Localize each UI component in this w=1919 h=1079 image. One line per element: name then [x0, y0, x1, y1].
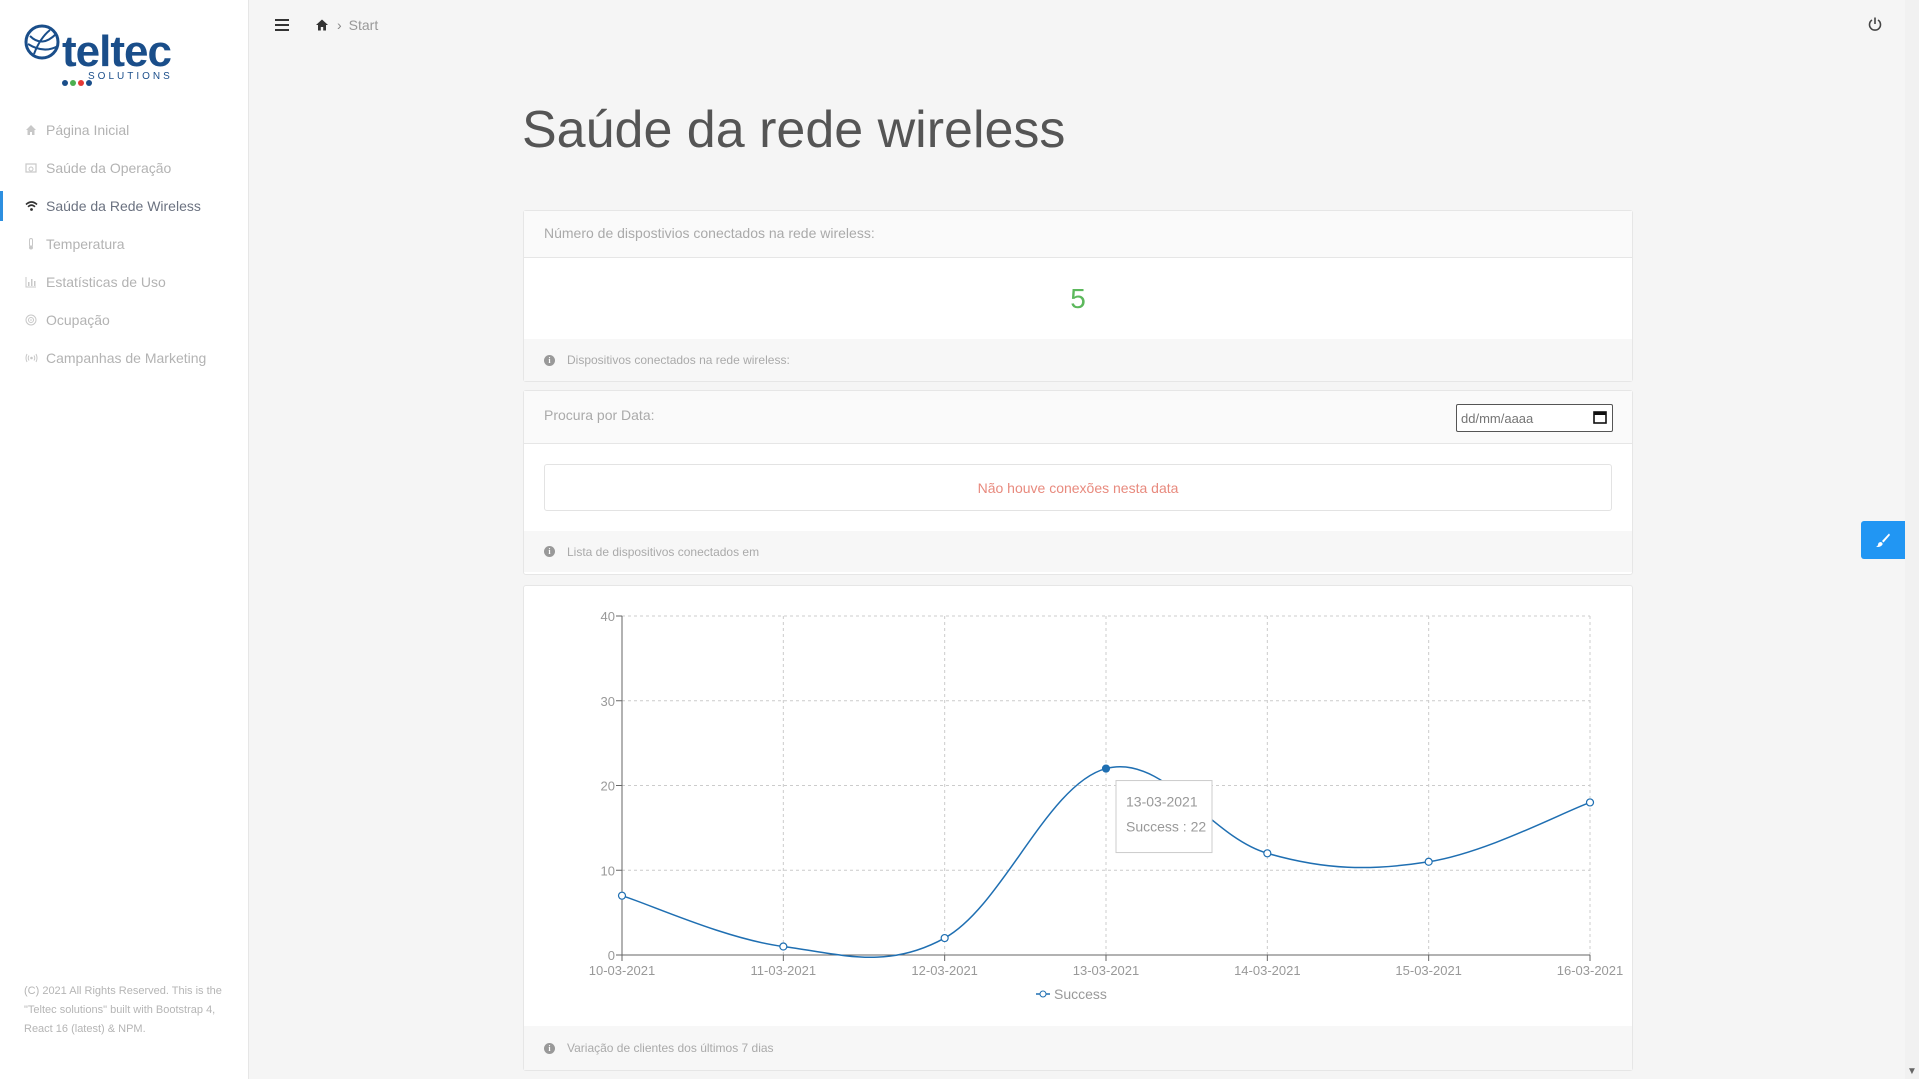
chart-area: 0 10 20 30 40 10-03-2021 11-03-2021 12-03-2021 1… [524, 586, 1632, 1026]
legend-marker [1039, 990, 1047, 998]
search-card-footer-text: Lista de dispositivos conectados em [567, 544, 760, 559]
broadcast-icon [24, 351, 38, 365]
x-tick-label: 16-03-2021 [1557, 963, 1624, 978]
info-icon: i [544, 354, 555, 366]
no-connections-alert: Não houve conexões nesta data [544, 464, 1612, 511]
sidebar-item-label: Saúde da Operação [46, 160, 172, 176]
data-point [1263, 849, 1272, 858]
info-icon: i [544, 546, 555, 557]
y-tick-label: 40 [601, 609, 615, 624]
sidebar-item-saude-rede-wireless[interactable]: Saúde da Rede Wireless [0, 187, 249, 225]
clients-line-chart: 0 10 20 30 40 10-03-2021 11-03-2021 12-03-2021 1… [589, 609, 1624, 1002]
info-icon: i [544, 1042, 555, 1054]
sidebar-item-ocupacao[interactable]: Ocupação [0, 301, 249, 339]
search-card-title: Procura por Data: [544, 407, 655, 423]
sidebar-item-label: Campanhas de Marketing [46, 350, 207, 366]
chart-tooltip [1115, 780, 1213, 854]
globe-icon [24, 24, 60, 60]
sidebar-item-label: Saúde da Rede Wireless [46, 198, 201, 214]
x-tick-label: 14-03-2021 [1234, 963, 1301, 978]
data-point [1585, 798, 1595, 807]
data-point [1101, 764, 1111, 773]
devices-card-header: Número de dispostivios conectados na red… [524, 211, 1632, 258]
x-tick-label: 11-03-2021 [751, 963, 817, 978]
dashboard-icon [24, 161, 38, 175]
page-title: Saúde da rede wireless [522, 101, 1066, 159]
search-card-footer: i Lista de dispositivos conectados em [524, 531, 1632, 572]
logo-text: teltec [62, 27, 172, 76]
search-card-header: Procura por Data: [524, 391, 1632, 444]
teltec-logo[interactable]: teltec SOLUTIONS [24, 24, 184, 86]
sidebar-item-saude-operacao[interactable]: Saúde da Operação [0, 149, 249, 187]
search-by-date-card: Procura por Data: Não houve conexões nes… [523, 390, 1633, 575]
sidebar-item-estatisticas-uso[interactable]: Estatísticas de Uso [0, 263, 249, 301]
sidebar-item-campanhas-marketing[interactable]: Campanhas de Marketing [0, 339, 249, 377]
scroll-down-icon[interactable]: ▼ [1907, 1066, 1917, 1077]
data-point [940, 933, 949, 943]
x-tick-label: 10-03-2021 [589, 963, 656, 978]
sidebar-item-label: Ocupação [46, 312, 110, 328]
devices-card-footer-text: Dispositivos conectados na rede wireless… [567, 353, 790, 367]
logo-dots [62, 73, 94, 91]
calendar-icon[interactable] [1593, 410, 1607, 424]
tooltip-date: 13-03-2021 [1126, 794, 1198, 810]
bar-chart-icon [24, 275, 38, 289]
clients-chart-card: 0 10 20 30 40 10-03-2021 11-03-2021 12-03-2021 1… [523, 585, 1633, 1071]
tooltip-value: Success : 22 [1126, 819, 1206, 835]
sidebar-nav: Página Inicial Saúde da Operação Saúde d… [0, 111, 249, 377]
sidebar-item-label: Página Inicial [46, 122, 130, 138]
sidebar-footer: (C) 2021 All Rights Reserved. This is th… [24, 985, 222, 1035]
y-tick-label: 20 [601, 779, 615, 794]
sidebar-item-label: Temperatura [46, 236, 125, 252]
y-tick-label: 0 [608, 948, 615, 963]
home-icon[interactable] [315, 18, 329, 32]
x-tick-label: 12-03-2021 [911, 963, 978, 978]
theme-customizer-button[interactable] [1861, 521, 1905, 559]
devices-count-card: Número de dispostivios conectados na red… [523, 210, 1633, 382]
devices-count-value: 5 [1070, 282, 1086, 314]
y-tick-label: 10 [601, 863, 615, 878]
sidebar: teltec SOLUTIONS Página Inicial Saúde da… [0, 0, 249, 1079]
devices-card-footer: i Dispositivos conectados na rede wirele… [524, 339, 1632, 381]
breadcrumb-separator: › [337, 17, 342, 33]
chart-card-footer: i Variação de clientes dos últimos 7 dia… [524, 1026, 1632, 1070]
target-icon [24, 313, 38, 327]
sidebar-item-label: Estatísticas de Uso [46, 274, 166, 290]
data-point [617, 891, 627, 900]
logo-subtitle: SOLUTIONS [88, 71, 173, 82]
data-point [779, 942, 788, 951]
legend-label: Success [1054, 986, 1107, 1002]
home-icon [24, 123, 38, 137]
y-tick-label: 30 [601, 694, 615, 709]
topbar: › Start [249, 0, 1905, 52]
x-tick-label: 13-03-2021 [1073, 963, 1140, 978]
x-tick-label: 15-03-2021 [1395, 963, 1462, 978]
chart-card-footer-text: Variação de clientes dos últimos 7 dias [567, 1041, 774, 1055]
power-icon[interactable] [1867, 16, 1883, 32]
sidebar-item-temperatura[interactable]: Temperatura [0, 225, 249, 263]
breadcrumb: › Start [315, 17, 378, 33]
page-scrollbar[interactable]: ▼ [1905, 0, 1919, 1079]
wifi-icon [24, 199, 38, 213]
menu-toggle-icon[interactable] [275, 19, 289, 31]
data-point [1424, 857, 1433, 866]
breadcrumb-current: Start [348, 17, 379, 33]
date-input[interactable] [1456, 404, 1613, 432]
sidebar-item-pagina-inicial[interactable]: Página Inicial [0, 111, 249, 149]
brush-icon [1876, 533, 1890, 547]
thermometer-icon [24, 237, 38, 251]
